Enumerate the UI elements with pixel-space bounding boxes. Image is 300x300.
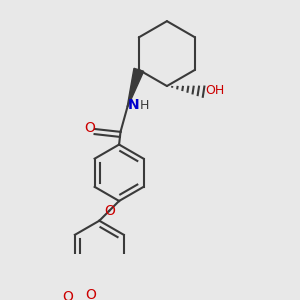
Text: O: O (84, 121, 95, 135)
Text: O: O (85, 289, 96, 300)
Text: OH: OH (205, 84, 224, 97)
Text: O: O (62, 290, 73, 300)
Text: O: O (104, 204, 115, 218)
Text: H: H (140, 99, 149, 112)
Polygon shape (127, 68, 144, 106)
Text: N: N (128, 98, 139, 112)
